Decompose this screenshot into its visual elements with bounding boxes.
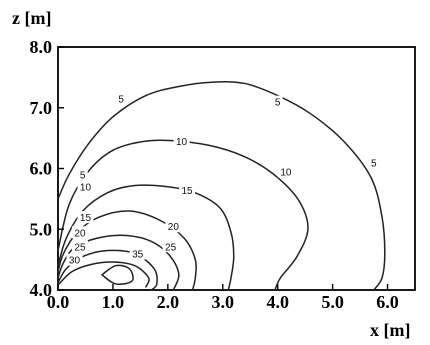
contour-label-5-3: 5 bbox=[371, 158, 377, 169]
contour-label-10-1: 10 bbox=[176, 137, 188, 148]
contour-label-bg bbox=[368, 156, 379, 169]
contour-label-25-1: 25 bbox=[165, 242, 177, 253]
x-axis-title: x [m] bbox=[370, 320, 410, 340]
contour-line-20 bbox=[57, 210, 197, 291]
contour-label-bg bbox=[77, 211, 94, 224]
contour-label-35-1: 35 bbox=[132, 250, 144, 261]
contour-label-bg bbox=[116, 92, 127, 105]
contour-label-bg bbox=[77, 180, 94, 193]
axes: 0.0 1.0 2.0 3.0 4.0 5.0 6.0 4.0 5.0 6.0 7.0 8.0 bbox=[30, 37, 399, 312]
contour-label-bg bbox=[272, 95, 283, 108]
x-tick-label: 4.0 bbox=[266, 292, 289, 312]
contour-line-25 bbox=[57, 234, 180, 291]
contour-line-5 bbox=[57, 81, 386, 291]
contour-label-bg bbox=[77, 168, 88, 181]
x-tick-label: 6.0 bbox=[376, 292, 399, 312]
contour-label-5-1: 5 bbox=[118, 95, 124, 106]
contour-label-bg bbox=[66, 253, 83, 266]
contour-label-bg bbox=[71, 240, 88, 253]
contour-label-15-2: 15 bbox=[80, 213, 92, 224]
plot-frame bbox=[57, 46, 416, 291]
y-tick-label: 6.0 bbox=[30, 159, 53, 179]
contour-label-20-2: 20 bbox=[74, 228, 86, 239]
contour-line-inner bbox=[101, 264, 134, 285]
contour-label-bg bbox=[165, 220, 182, 233]
y-tick-label: 7.0 bbox=[30, 98, 53, 118]
contour-label-25-2: 25 bbox=[74, 242, 86, 253]
x-tick-label: 0.0 bbox=[47, 292, 70, 312]
contour-lines bbox=[57, 81, 386, 291]
contour-label-5-4: 5 bbox=[80, 171, 86, 182]
contour-line-30 bbox=[57, 249, 158, 291]
y-axis-title: z [m] bbox=[12, 8, 51, 28]
contour-label-bg bbox=[173, 135, 190, 148]
contour-label-bg bbox=[277, 165, 294, 178]
y-tick-label: 4.0 bbox=[30, 280, 53, 300]
y-tick-label: 8.0 bbox=[30, 37, 53, 57]
contour-label-30-1: 30 bbox=[69, 256, 81, 267]
x-tick-label: 1.0 bbox=[102, 292, 125, 312]
plot-area bbox=[57, 46, 416, 291]
contour-label-bg bbox=[129, 247, 146, 260]
contour-label-10-3: 10 bbox=[80, 183, 92, 194]
contour-label-5-2: 5 bbox=[275, 98, 281, 109]
y-tick-label: 5.0 bbox=[30, 219, 53, 239]
contour-label-15-1: 15 bbox=[182, 186, 194, 197]
x-tick-label: 5.0 bbox=[321, 292, 344, 312]
contour-label-bg bbox=[71, 226, 88, 239]
contour-label-bg bbox=[179, 183, 196, 196]
x-tick-label: 2.0 bbox=[157, 292, 180, 312]
contour-label-20-1: 20 bbox=[168, 222, 180, 233]
contour-label-bg bbox=[162, 240, 179, 253]
x-tick-label: 3.0 bbox=[212, 292, 235, 312]
contour-line-10 bbox=[57, 139, 309, 291]
contour-label-10-2: 10 bbox=[280, 168, 292, 179]
contour-line-35 bbox=[57, 261, 150, 288]
